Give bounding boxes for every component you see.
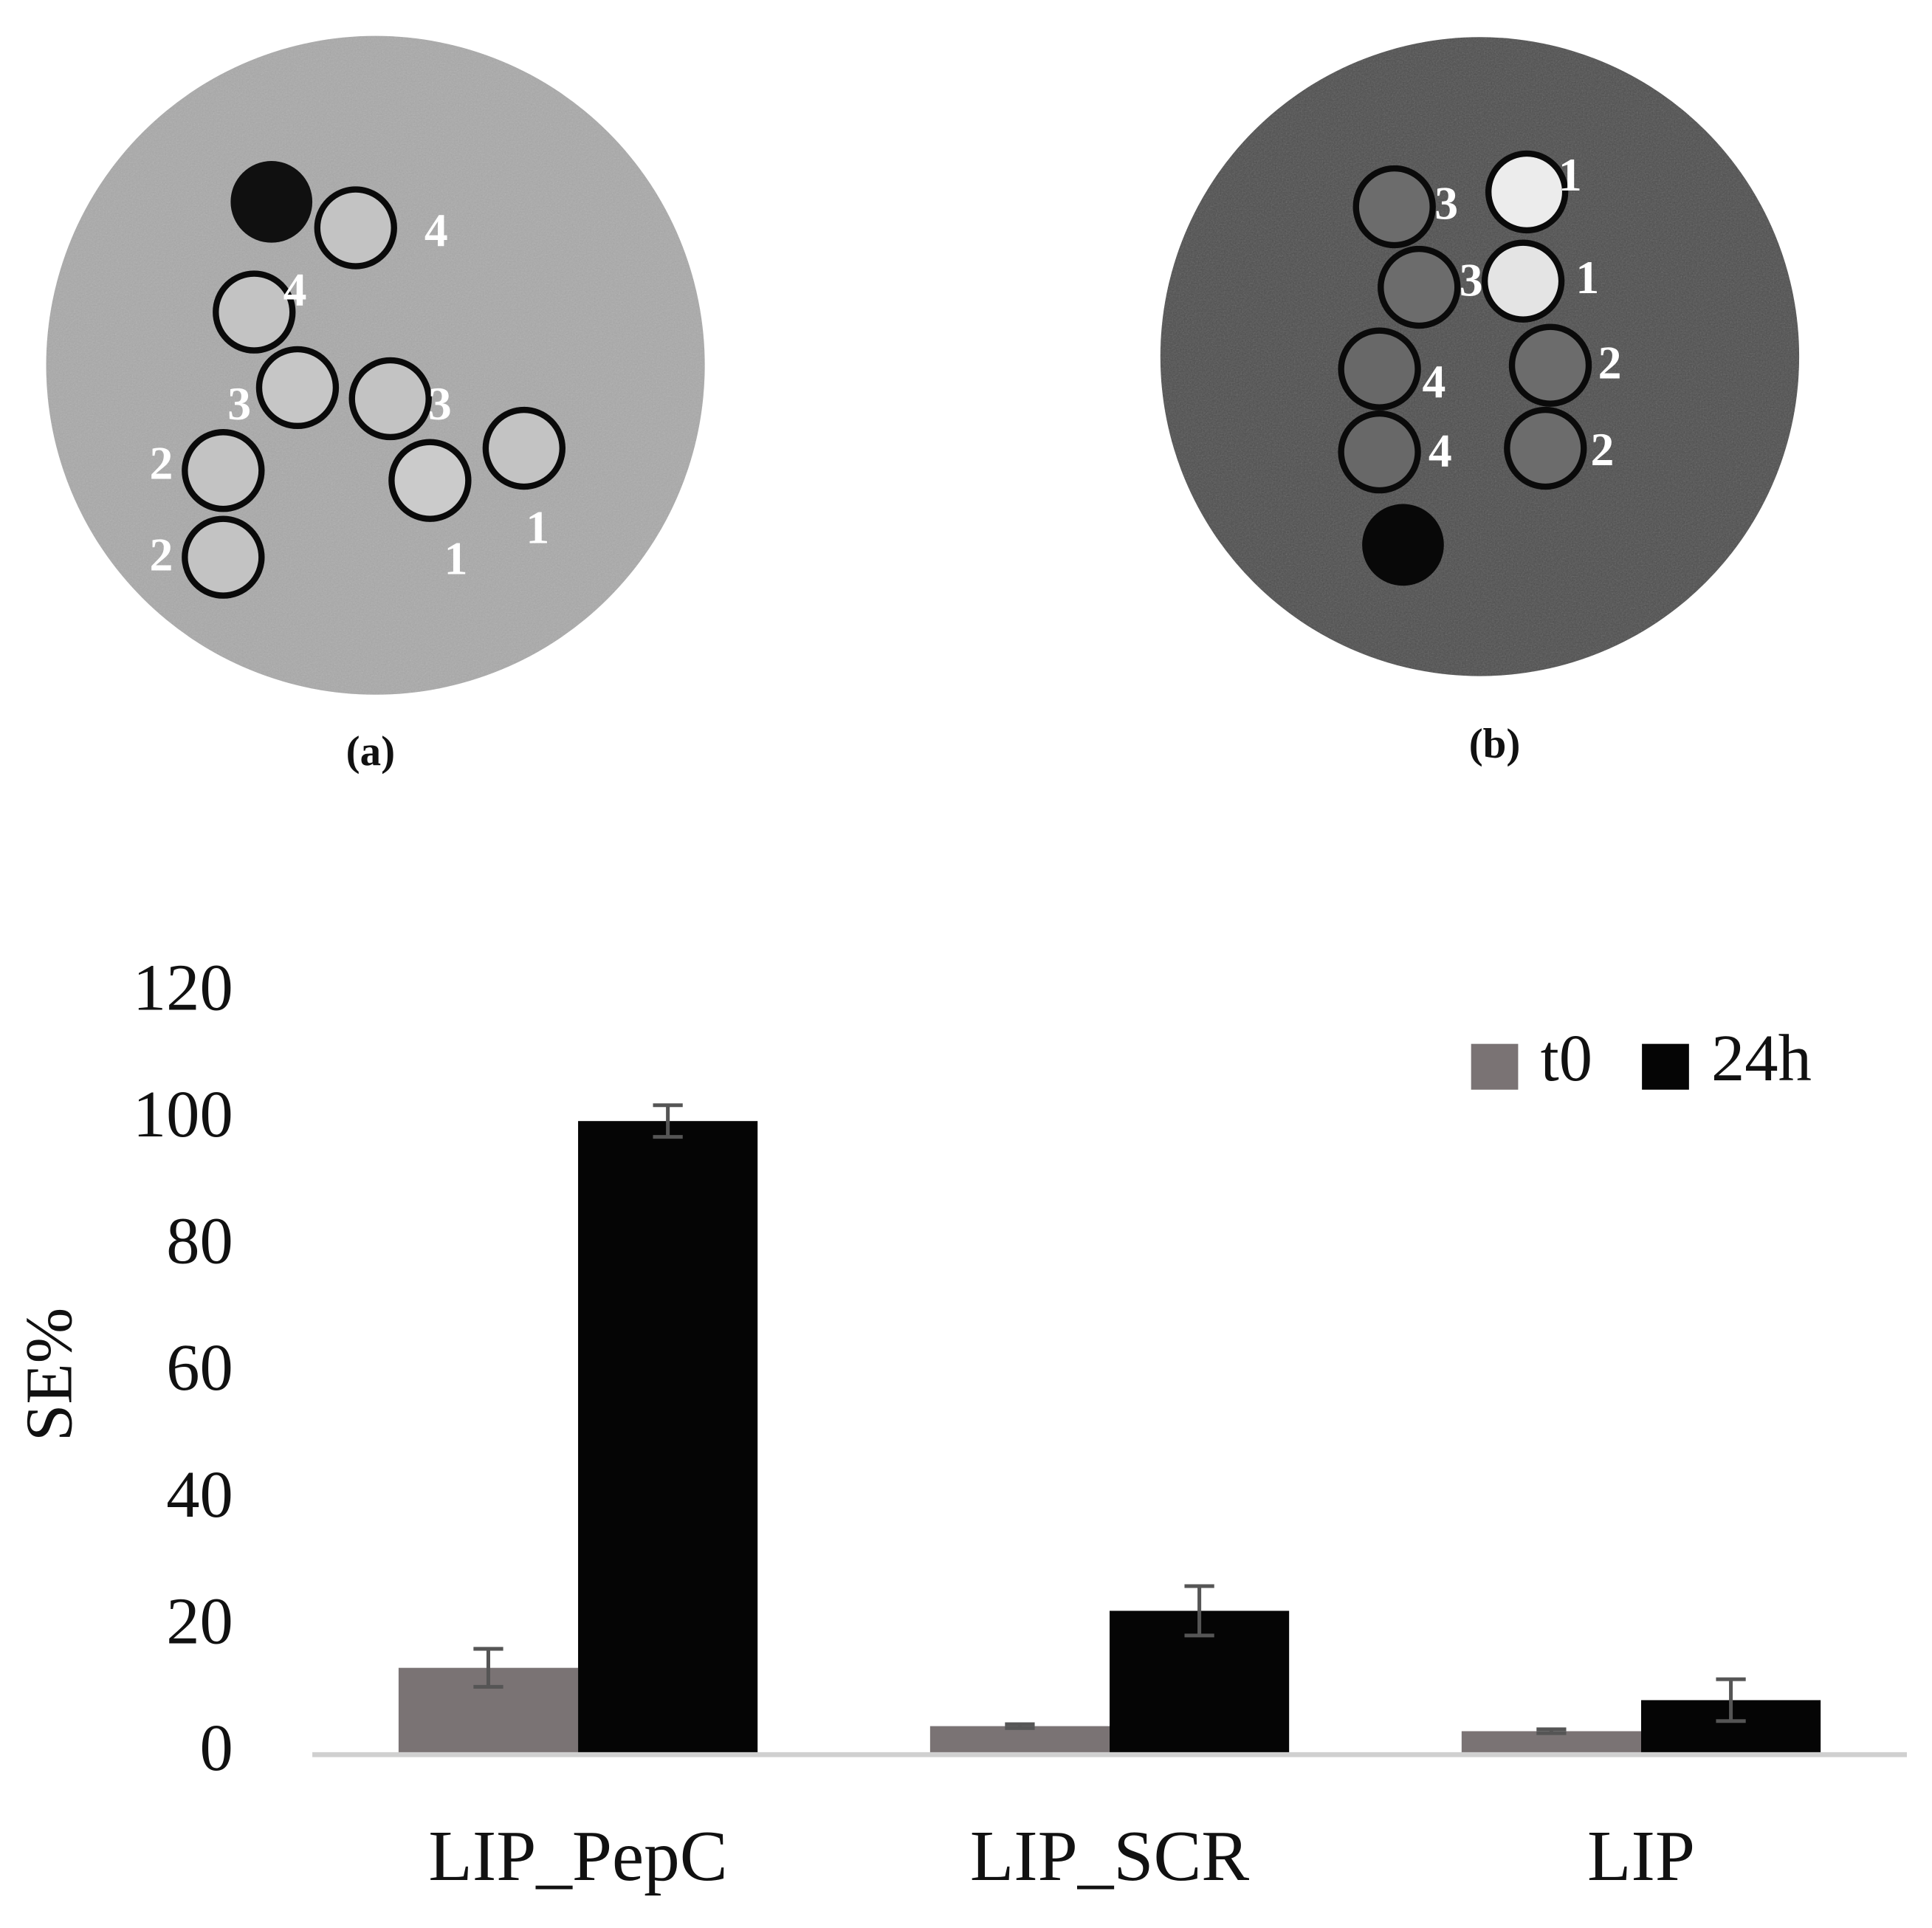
tube-label: 4 [424,204,448,256]
tube [230,161,313,243]
tube-label: 2 [150,529,173,581]
tube [314,186,397,270]
tube [213,270,296,354]
tube-label: 2 [150,437,173,490]
tube-label: 3 [1434,176,1458,229]
bar [929,1726,1110,1755]
tube-label: 1 [526,501,549,554]
phantom-b [1160,37,1800,676]
tube [1504,406,1587,490]
tube-label: 2 [1598,337,1622,389]
error-bar [1005,1722,1035,1730]
y-tick-label: 0 [199,1710,233,1785]
error-bar [1716,1677,1746,1723]
tube-label: 4 [1422,355,1445,408]
error-bar [653,1103,683,1139]
y-tick-label: 20 [166,1583,233,1658]
y-tick-label: 40 [166,1457,233,1531]
legend-swatch [1642,1043,1689,1090]
tube [182,515,265,599]
caption: (a) [346,728,395,775]
tube [1338,410,1421,494]
y-axis-label: SE% [12,1308,86,1441]
tube [1481,239,1565,323]
tube-label: 3 [1460,253,1483,306]
caption: (b) [1469,721,1521,767]
legend-swatch [1471,1043,1519,1090]
tube [255,346,340,430]
tube-label: 1 [444,532,468,585]
legend-label: 24h [1711,1020,1812,1095]
tube-label: 1 [1558,148,1582,201]
tube-label: 2 [1591,423,1615,476]
tube [1508,323,1592,407]
y-tick-label: 120 [133,950,233,1024]
error-bar [1184,1584,1214,1638]
tube [388,439,472,522]
tube [482,406,566,490]
bar [1461,1731,1641,1755]
tube-label: 4 [1429,425,1452,477]
y-tick-label: 60 [166,1330,233,1404]
error-bar [473,1647,503,1689]
tube [1352,165,1436,249]
tube-label: 3 [227,377,251,430]
x-tick-label: LIP [1587,1816,1695,1896]
tube [1485,150,1569,234]
tube-label: 4 [283,264,307,316]
error-bar [1536,1727,1567,1735]
x-tick-label: LIP_SCR [970,1816,1249,1896]
tube [1362,504,1444,586]
tube [348,357,432,441]
y-tick-label: 80 [166,1204,233,1278]
tube [1338,327,1421,411]
x-tick-label: LIP_PepC [428,1816,727,1896]
bar [578,1121,758,1755]
tube [182,429,265,512]
tube [1378,245,1461,329]
tube-label: 3 [428,377,452,430]
legend-label: t0 [1541,1020,1592,1095]
y-tick-label: 100 [133,1077,233,1151]
tube-label: 1 [1575,251,1599,303]
